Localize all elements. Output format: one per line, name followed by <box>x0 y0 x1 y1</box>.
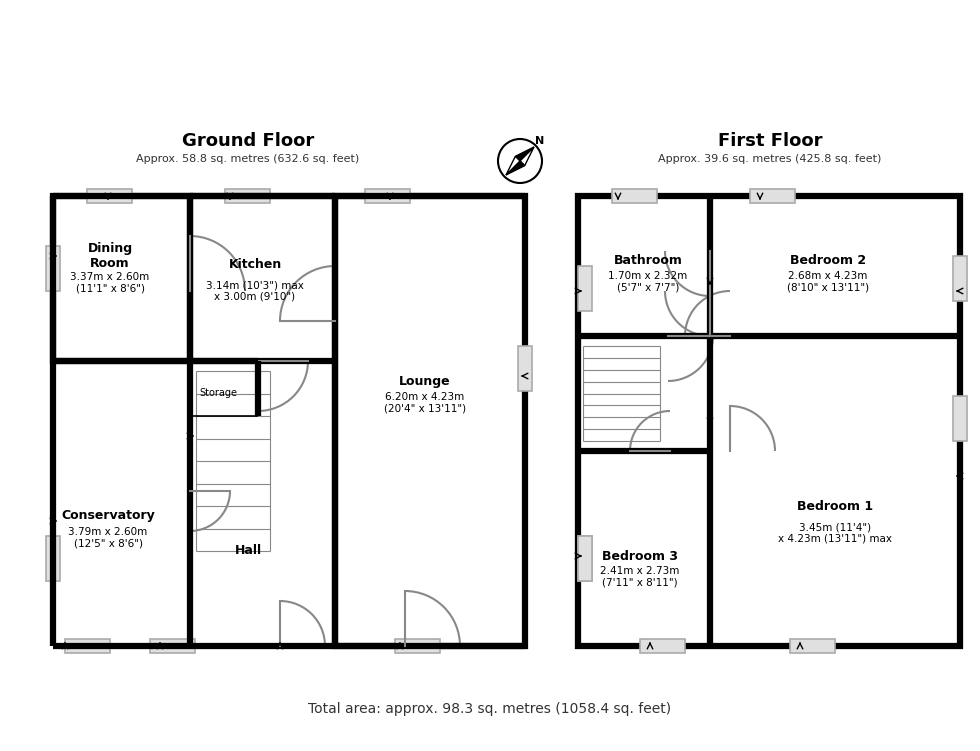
Bar <box>46 536 60 581</box>
Text: Bedroom 2: Bedroom 2 <box>790 255 866 267</box>
Text: First Floor: First Floor <box>717 132 822 150</box>
Text: 3.14m (10'3") max
x 3.00m (9'10"): 3.14m (10'3") max x 3.00m (9'10") <box>206 280 304 302</box>
Text: 6.20m x 4.23m
(20'4" x 13'11"): 6.20m x 4.23m (20'4" x 13'11") <box>384 392 466 414</box>
Text: Approx. 39.6 sq. metres (425.8 sq. feet): Approx. 39.6 sq. metres (425.8 sq. feet) <box>659 154 882 164</box>
Bar <box>953 396 967 441</box>
Polygon shape <box>506 161 524 175</box>
Text: Bedroom 1: Bedroom 1 <box>797 499 873 512</box>
Bar <box>150 639 195 653</box>
Bar <box>87 189 132 203</box>
Bar <box>578 196 960 646</box>
Bar <box>578 536 592 581</box>
Text: Lounge: Lounge <box>399 375 451 388</box>
Text: N: N <box>535 136 545 146</box>
Bar <box>750 189 795 203</box>
Text: Kitchen: Kitchen <box>228 258 281 270</box>
Bar <box>578 266 592 311</box>
Bar <box>53 196 190 361</box>
Text: 3.45m (11'4")
x 4.23m (13'11") max: 3.45m (11'4") x 4.23m (13'11") max <box>778 522 892 544</box>
Polygon shape <box>506 156 520 175</box>
Bar <box>640 639 685 653</box>
Text: Ground Floor: Ground Floor <box>182 132 315 150</box>
Bar <box>395 639 440 653</box>
Bar <box>612 189 657 203</box>
Bar <box>46 246 60 291</box>
Text: Bathroom: Bathroom <box>613 255 682 267</box>
Bar <box>225 189 270 203</box>
Text: Bedroom 3: Bedroom 3 <box>602 550 678 562</box>
Text: 2.68m x 4.23m
(8'10" x 13'11"): 2.68m x 4.23m (8'10" x 13'11") <box>787 271 869 293</box>
Text: 3.37m x 2.60m
(11'1" x 8'6"): 3.37m x 2.60m (11'1" x 8'6") <box>71 272 150 294</box>
Text: Approx. 58.8 sq. metres (632.6 sq. feet): Approx. 58.8 sq. metres (632.6 sq. feet) <box>136 154 360 164</box>
Bar <box>365 189 410 203</box>
Polygon shape <box>515 147 534 161</box>
Text: 1.70m x 2.32m
(5'7" x 7'7"): 1.70m x 2.32m (5'7" x 7'7") <box>609 271 688 293</box>
Text: Hall: Hall <box>234 544 262 557</box>
Bar <box>953 256 967 301</box>
Text: Conservatory: Conservatory <box>61 509 155 523</box>
Text: Storage: Storage <box>199 388 237 398</box>
Bar <box>335 196 525 646</box>
Text: 2.41m x 2.73m
(7'11" x 8'11"): 2.41m x 2.73m (7'11" x 8'11") <box>601 566 680 588</box>
Bar <box>578 536 592 581</box>
Text: Total area: approx. 98.3 sq. metres (1058.4 sq. feet): Total area: approx. 98.3 sq. metres (105… <box>309 702 671 716</box>
Text: Dining
Room: Dining Room <box>87 242 132 270</box>
Bar <box>790 639 835 653</box>
Text: 3.79m x 2.60m
(12'5" x 8'6"): 3.79m x 2.60m (12'5" x 8'6") <box>69 527 148 549</box>
Polygon shape <box>520 147 534 166</box>
Bar <box>518 346 532 391</box>
Bar <box>65 639 110 653</box>
